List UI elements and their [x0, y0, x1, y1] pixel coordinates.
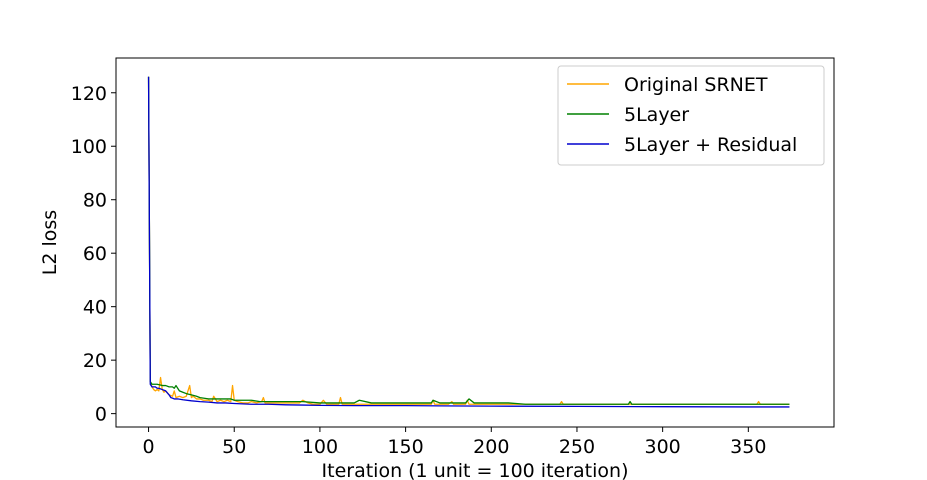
y-tick-label: 100	[71, 136, 107, 158]
series-line-2	[147, 76, 790, 405]
x-tick-label: 200	[473, 436, 509, 458]
y-tick-label: 40	[83, 297, 107, 319]
y-axis-label: L2 loss	[39, 210, 61, 275]
x-tick-label: 250	[559, 436, 595, 458]
plot-frame	[115, 57, 835, 428]
legend-label-3: 5Layer + Residual	[624, 134, 797, 156]
x-tick-label: 0	[143, 436, 155, 458]
y-axis-ticks: 0 20 40 60 80 100 120	[71, 83, 116, 426]
y-tick-label: 60	[83, 243, 107, 265]
x-tick-label: 150	[387, 436, 423, 458]
series-layer	[147, 76, 790, 408]
x-tick-label: 350	[730, 436, 766, 458]
x-tick-label: 100	[302, 436, 338, 458]
x-axis-ticks: 0 50 100 150 200 250 300 350	[143, 427, 766, 458]
x-axis-label: Iteration (1 unit = 100 iteration)	[322, 460, 629, 480]
legend: Original SRNET 5Layer 5Layer + Residual	[557, 65, 825, 166]
series-line-3	[147, 76, 790, 408]
x-tick-label: 300	[645, 436, 681, 458]
legend-label-1: Original SRNET	[624, 74, 768, 96]
y-tick-label: 80	[83, 190, 107, 212]
y-tick-label: 0	[95, 404, 107, 426]
legend-box	[557, 65, 825, 166]
x-tick-label: 50	[222, 436, 246, 458]
y-tick-label: 120	[71, 83, 107, 105]
legend-label-2: 5Layer	[624, 104, 689, 126]
y-tick-label: 20	[83, 350, 107, 372]
